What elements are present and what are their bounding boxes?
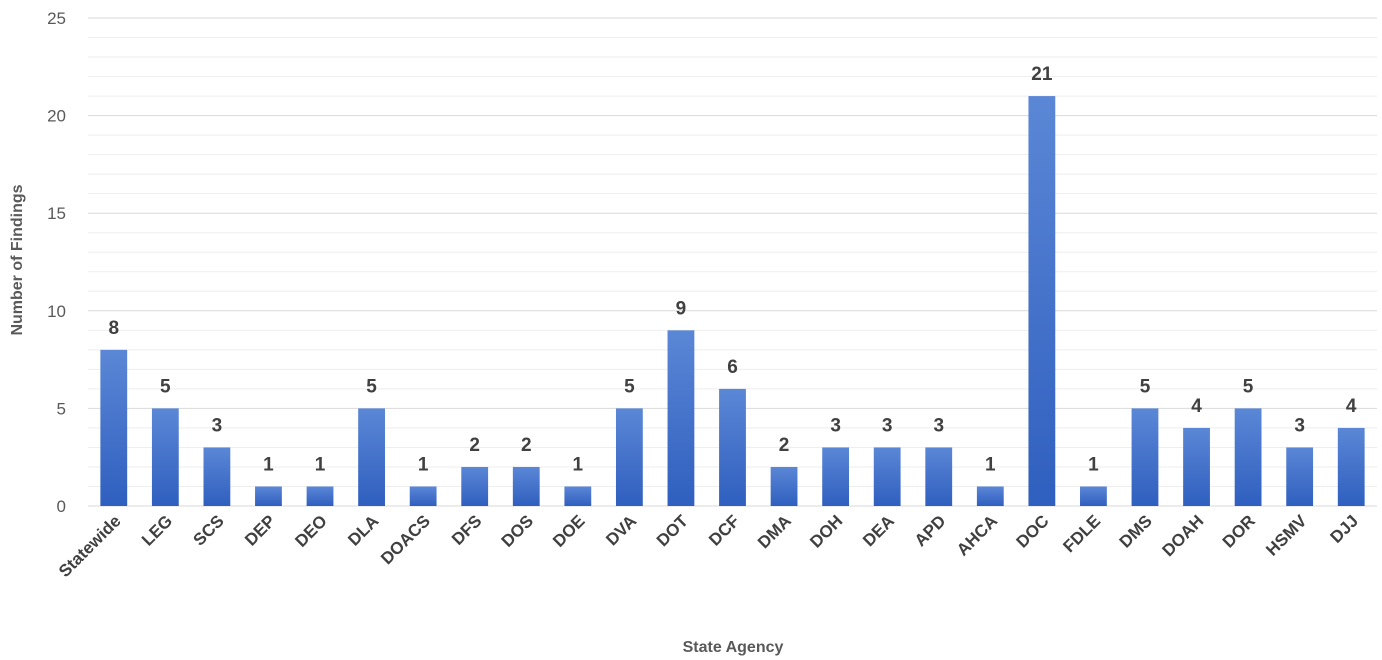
bar-ahca bbox=[976, 486, 1004, 506]
x-tick-label: DJJ bbox=[1327, 511, 1362, 546]
bar-scs bbox=[203, 447, 231, 506]
x-tick-label: DLA bbox=[344, 511, 382, 549]
bar-dva bbox=[615, 408, 643, 506]
x-tick-label: DOE bbox=[549, 511, 588, 550]
value-label: 2 bbox=[779, 435, 790, 456]
x-tick-label: DOACS bbox=[377, 511, 434, 568]
x-tick-label: HSMV bbox=[1262, 511, 1311, 560]
bar-fdle bbox=[1080, 486, 1107, 506]
bars bbox=[100, 96, 1365, 506]
value-label: 1 bbox=[263, 454, 274, 475]
value-label: 5 bbox=[366, 376, 377, 397]
x-tick-label: FDLE bbox=[1059, 511, 1104, 556]
x-tick-label: DEA bbox=[859, 511, 898, 550]
value-label: 2 bbox=[521, 435, 532, 456]
bar-dla bbox=[358, 408, 385, 506]
x-tick-label: LEG bbox=[138, 511, 176, 549]
value-label: 6 bbox=[727, 357, 738, 378]
value-label: 1 bbox=[1088, 454, 1099, 475]
value-label: 5 bbox=[1243, 376, 1254, 397]
value-label: 3 bbox=[830, 415, 841, 436]
y-tick-label: 0 bbox=[57, 497, 66, 516]
x-tick-label: AHCA bbox=[953, 511, 1001, 559]
y-axis-ticks: 0 5 10 15 20 25 bbox=[47, 9, 66, 516]
y-tick-label: 25 bbox=[47, 9, 66, 28]
bar-dea bbox=[873, 447, 901, 506]
value-label: 9 bbox=[676, 298, 687, 319]
x-tick-label: DOC bbox=[1013, 511, 1053, 551]
x-tick-label: DOR bbox=[1219, 511, 1259, 551]
x-tick-label: APD bbox=[911, 511, 950, 550]
value-label: 8 bbox=[108, 318, 119, 339]
x-axis-title: State Agency bbox=[683, 639, 784, 656]
x-tick-label: DOH bbox=[806, 511, 846, 551]
value-label: 4 bbox=[1191, 396, 1202, 417]
bar-dms bbox=[1131, 408, 1159, 506]
value-label: 1 bbox=[418, 454, 429, 475]
x-tick-label: DEP bbox=[241, 511, 279, 549]
value-label: 5 bbox=[1140, 376, 1151, 397]
y-tick-label: 10 bbox=[47, 302, 66, 321]
x-tick-label: DOT bbox=[653, 511, 692, 550]
y-axis-title: Number of Findings bbox=[9, 184, 26, 335]
bar-statewide bbox=[100, 349, 128, 506]
x-tick-label: DOAH bbox=[1159, 511, 1208, 560]
x-tick-label: Statewide bbox=[55, 511, 125, 581]
bar-doacs bbox=[409, 486, 437, 506]
bar-doh bbox=[822, 447, 850, 506]
x-tick-label: SCS bbox=[190, 511, 228, 549]
x-tick-label: DVA bbox=[602, 511, 640, 549]
value-label: 1 bbox=[573, 454, 584, 475]
x-tick-label: DMS bbox=[1116, 511, 1156, 551]
value-label: 3 bbox=[882, 415, 893, 436]
x-tick-label: DCF bbox=[705, 511, 743, 549]
value-label: 1 bbox=[315, 454, 326, 475]
value-label: 3 bbox=[1294, 415, 1305, 436]
value-label: 4 bbox=[1346, 396, 1357, 417]
y-tick-label: 5 bbox=[57, 399, 66, 418]
bar-dor bbox=[1234, 408, 1262, 506]
x-tick-label: DEO bbox=[291, 511, 330, 550]
value-label: 5 bbox=[160, 376, 171, 397]
bar-deo bbox=[306, 486, 334, 506]
value-label: 5 bbox=[624, 376, 635, 397]
value-label: 2 bbox=[469, 435, 480, 456]
gridlines bbox=[88, 17, 1377, 507]
bar-dot bbox=[667, 330, 695, 506]
bar-dma bbox=[770, 466, 798, 506]
x-tick-label: DMA bbox=[754, 511, 795, 552]
bar-dcf bbox=[719, 388, 746, 506]
bar-leg bbox=[151, 408, 179, 506]
bar-apd bbox=[925, 447, 953, 506]
value-label: 21 bbox=[1031, 64, 1053, 85]
bar-doah bbox=[1183, 427, 1210, 506]
bar-doc bbox=[1028, 96, 1056, 506]
bar-dep bbox=[255, 486, 282, 506]
bar-doe bbox=[564, 486, 592, 506]
bar-djj bbox=[1337, 427, 1365, 506]
bar-hsmv bbox=[1286, 447, 1314, 506]
bar-dos bbox=[512, 466, 540, 506]
bar-dfs bbox=[461, 466, 489, 506]
value-label: 1 bbox=[985, 454, 996, 475]
value-label: 3 bbox=[933, 415, 944, 436]
x-tick-label: DFS bbox=[448, 511, 485, 548]
y-tick-label: 20 bbox=[47, 107, 66, 126]
y-tick-label: 15 bbox=[47, 204, 66, 223]
value-label: 3 bbox=[212, 415, 223, 436]
x-tick-label: DOS bbox=[498, 511, 537, 550]
